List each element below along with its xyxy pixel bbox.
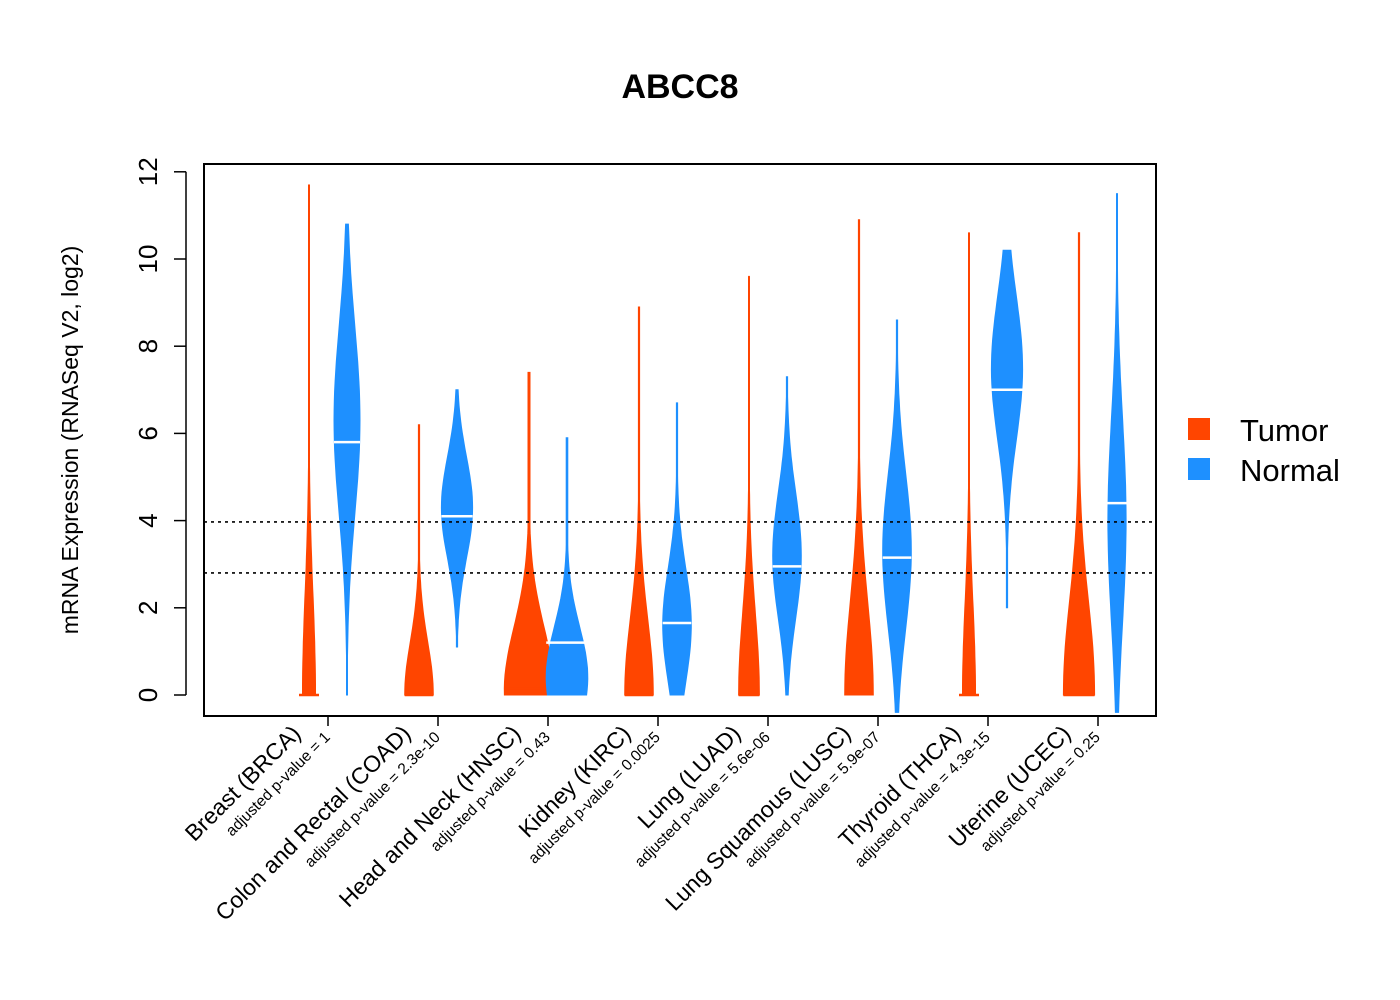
violin-normal (545, 437, 589, 696)
violin-tumor (404, 424, 434, 696)
plot-frame (203, 163, 1157, 717)
chart-title: ABCC8 (621, 68, 738, 106)
reference-lines (204, 521, 1156, 574)
y-axis-label: mRNA Expression (RNASeq V2, log2) (57, 246, 83, 635)
legend-swatch-normal (1188, 458, 1210, 480)
violin-tumor (962, 232, 976, 696)
y-tick-label: 4 (133, 513, 163, 527)
violin-normal (772, 376, 802, 696)
violin-normal (440, 389, 474, 648)
legend-label-normal: Normal (1240, 453, 1340, 488)
violin-tumor (624, 306, 654, 696)
violin-layer (299, 184, 1127, 713)
y-tick-label: 6 (133, 426, 163, 440)
violin-normal (990, 249, 1024, 609)
y-axis: 0 2 4 6 8 10 12 (133, 157, 187, 702)
violin-tumor (738, 275, 760, 696)
y-tick-label: 12 (133, 157, 163, 186)
y-tick-label: 0 (133, 688, 163, 702)
y-tick-label: 2 (133, 601, 163, 615)
legend-label-tumor: Tumor (1240, 413, 1328, 448)
legend-swatch-tumor (1188, 418, 1210, 440)
violin-tumor (503, 371, 555, 696)
violin-tumor (1062, 232, 1096, 696)
legend: Tumor Normal (1188, 413, 1340, 488)
violin-normal (662, 402, 692, 696)
y-tick-label: 8 (133, 339, 163, 353)
violin-tumor (302, 184, 316, 696)
violin-normal (882, 319, 912, 713)
y-tick-label: 10 (133, 245, 163, 274)
violin-tumor (844, 219, 874, 696)
violin-normal (1107, 193, 1127, 713)
violin-normal (333, 223, 361, 696)
